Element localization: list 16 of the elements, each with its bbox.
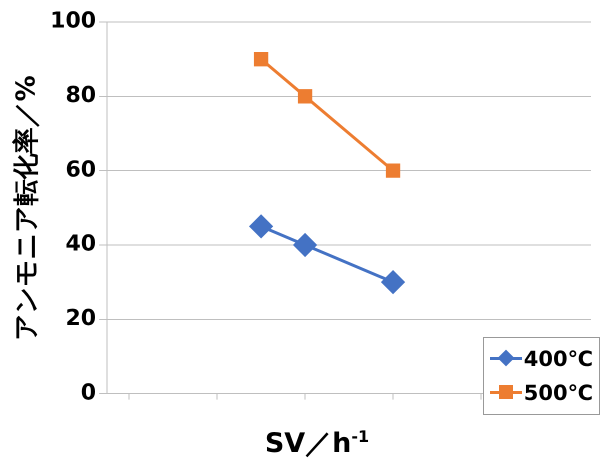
point [386,163,400,178]
legend-label: 400℃ [524,347,593,371]
y-tick-label: 100 [50,8,96,34]
point [294,233,317,256]
y-tick-label: 60 [66,157,96,182]
legend-label: 500℃ [524,381,593,405]
x-axis-title: SV／h$^{-1}$ [264,426,370,461]
point [250,214,273,238]
y-tick-label: 0 [80,380,96,406]
y-tick-label: 80 [66,83,96,108]
y-tick-label: 40 [66,232,96,257]
point [254,52,268,66]
point [382,270,405,294]
y-tick-label: 20 [66,306,96,331]
point [298,89,312,104]
y-axis-title: アンモニア転化率／% [11,75,42,340]
